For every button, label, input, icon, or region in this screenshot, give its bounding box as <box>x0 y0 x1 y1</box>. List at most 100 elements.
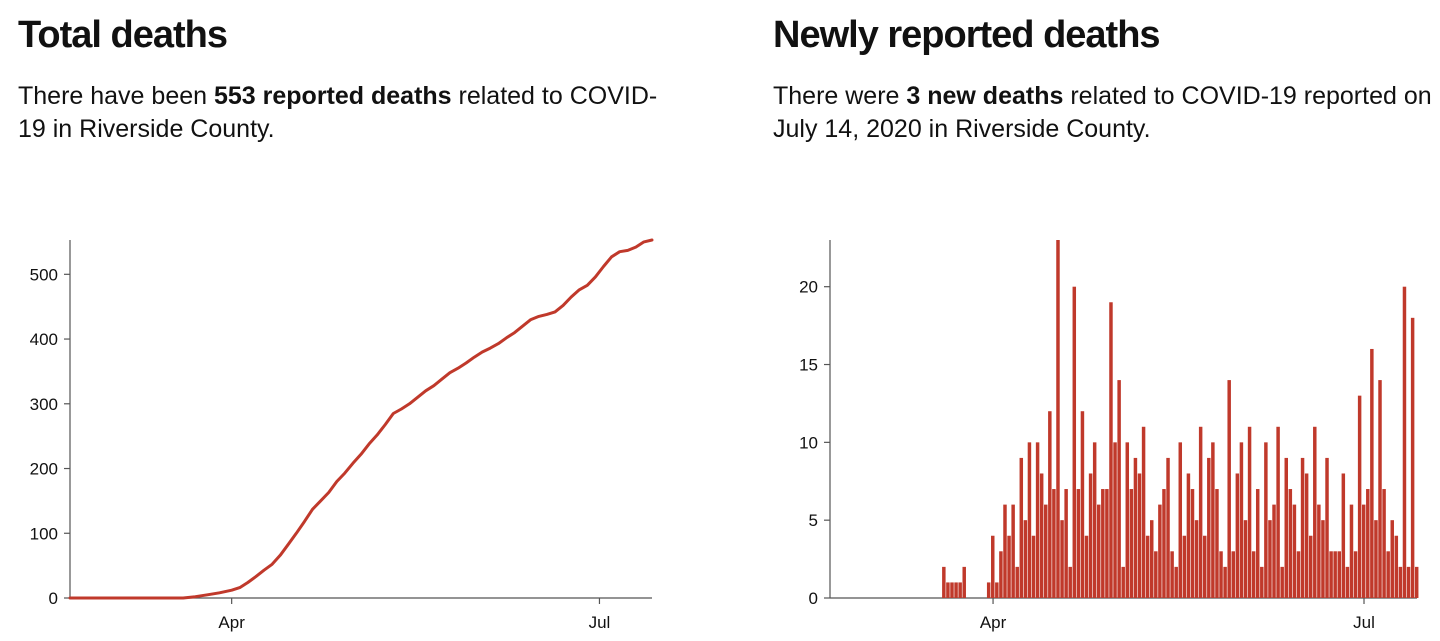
new-deaths-bar <box>1260 566 1264 598</box>
new-deaths-bar <box>1178 442 1183 598</box>
new-deaths-description: There were 3 new deaths related to COVID… <box>773 80 1433 146</box>
new-deaths-desc-bold: 3 new deaths <box>906 82 1064 110</box>
total-deaths-x-tick-label: Jul <box>589 613 611 632</box>
new-deaths-bar <box>1219 551 1223 598</box>
new-deaths-bar-chart: 0 5 10 15 20 Apr Jul <box>799 240 1419 632</box>
total-deaths-panel: Total deaths There have been 553 reporte… <box>0 0 680 641</box>
new-deaths-bar <box>1084 535 1089 598</box>
new-deaths-bar <box>1207 457 1211 598</box>
new-deaths-bar <box>1092 442 1097 598</box>
new-deaths-bar <box>995 582 999 598</box>
new-deaths-bar <box>1117 380 1121 598</box>
new-deaths-bar <box>1072 286 1077 598</box>
new-deaths-bar <box>1227 380 1231 598</box>
new-deaths-bar <box>1145 535 1150 598</box>
total-deaths-title: Total deaths <box>18 14 228 56</box>
total-deaths-y-tick-label: 500 <box>30 265 58 284</box>
new-deaths-bar <box>1125 442 1130 598</box>
new-deaths-bar <box>1341 473 1346 598</box>
new-deaths-x-tick-label: Jul <box>1353 613 1375 632</box>
new-deaths-bar <box>1378 380 1382 598</box>
total-deaths-y-tick-label: 200 <box>30 460 58 479</box>
new-deaths-bar <box>1251 551 1256 598</box>
new-deaths-bar <box>1101 489 1105 598</box>
new-deaths-bar <box>1137 473 1142 598</box>
new-deaths-bar <box>1105 489 1109 598</box>
new-deaths-bar <box>1035 442 1040 598</box>
total-deaths-line-chart: 0 100 200 300 400 500 Apr Jul <box>30 238 654 632</box>
new-deaths-bar <box>1109 302 1113 598</box>
new-deaths-bar <box>1296 551 1301 598</box>
new-deaths-bar <box>1284 457 1288 598</box>
new-deaths-title: Newly reported deaths <box>773 14 1161 56</box>
new-deaths-y-tick-label: 15 <box>799 356 818 375</box>
new-deaths-bar <box>1325 457 1329 598</box>
new-deaths-bar <box>1235 473 1240 598</box>
new-deaths-bar <box>1166 457 1170 598</box>
new-deaths-bar <box>1068 566 1072 598</box>
new-deaths-bar <box>1243 520 1248 598</box>
new-deaths-bar <box>1317 504 1321 598</box>
new-deaths-bar <box>1357 395 1362 598</box>
new-deaths-bar <box>1345 566 1350 598</box>
new-deaths-y-tick-label: 5 <box>809 511 818 530</box>
new-deaths-bar <box>1370 348 1374 598</box>
new-deaths-bar <box>1321 520 1325 598</box>
new-deaths-bar <box>1394 535 1399 598</box>
new-deaths-bar <box>1231 551 1235 598</box>
new-deaths-bar <box>1202 535 1207 598</box>
new-deaths-bar <box>1386 551 1390 598</box>
new-deaths-bar <box>986 582 991 598</box>
new-deaths-bar <box>1361 504 1366 598</box>
new-deaths-bar <box>1313 426 1317 598</box>
new-deaths-bar <box>1133 457 1138 598</box>
new-deaths-y-tick-label: 0 <box>809 589 818 608</box>
new-deaths-bar <box>1366 489 1370 598</box>
new-deaths-bar <box>991 535 995 598</box>
new-deaths-bar <box>1276 426 1280 598</box>
new-deaths-bar <box>1402 286 1407 598</box>
new-deaths-bar <box>1044 504 1048 598</box>
new-deaths-bar <box>1048 411 1052 598</box>
new-deaths-bar <box>1129 489 1134 598</box>
new-deaths-bar <box>1088 473 1093 598</box>
new-deaths-bar <box>1174 566 1178 598</box>
new-deaths-y-tick-label: 20 <box>799 278 818 297</box>
new-deaths-y-tick-label: 10 <box>799 433 818 452</box>
new-deaths-bar <box>1023 520 1028 598</box>
new-deaths-bar <box>1011 504 1015 598</box>
new-deaths-bar <box>1390 520 1394 598</box>
total-deaths-y-tick-label: 300 <box>30 395 58 414</box>
new-deaths-bar <box>1264 442 1268 598</box>
new-deaths-bar <box>1060 520 1064 598</box>
new-deaths-bar <box>1170 551 1174 598</box>
new-deaths-bar <box>1406 566 1411 598</box>
new-deaths-bar <box>1353 551 1358 598</box>
new-deaths-bar <box>1186 473 1191 598</box>
new-deaths-bar <box>958 582 962 598</box>
new-deaths-bar <box>1349 504 1354 598</box>
new-deaths-bar <box>1255 489 1260 598</box>
new-deaths-bar <box>1097 504 1101 598</box>
total-deaths-desc-bold: 553 reported deaths <box>213 82 452 110</box>
new-deaths-bar <box>1288 489 1293 598</box>
total-deaths-y-tick-label: 400 <box>30 330 58 349</box>
new-deaths-bar <box>1268 520 1272 598</box>
new-deaths-bar <box>1154 551 1158 598</box>
new-deaths-panel: Newly reported deaths There were 3 new d… <box>755 0 1435 641</box>
new-deaths-bar <box>1304 473 1309 598</box>
new-deaths-bar <box>1113 442 1117 598</box>
new-deaths-bar <box>942 566 946 598</box>
new-deaths-bar <box>1198 426 1203 598</box>
new-deaths-bar <box>1247 426 1252 598</box>
new-deaths-bar <box>946 582 950 598</box>
new-deaths-bar <box>950 582 954 598</box>
new-deaths-bar <box>1211 442 1215 598</box>
new-deaths-bar <box>1080 411 1085 598</box>
new-deaths-bar <box>1027 442 1032 598</box>
new-deaths-desc-post: related to COVID-19 reported on July 14,… <box>773 82 1432 143</box>
new-deaths-bar <box>1007 535 1011 598</box>
new-deaths-bar <box>1329 551 1333 598</box>
new-deaths-x-tick-label: Apr <box>980 613 1007 632</box>
new-deaths-bar <box>1015 566 1019 598</box>
